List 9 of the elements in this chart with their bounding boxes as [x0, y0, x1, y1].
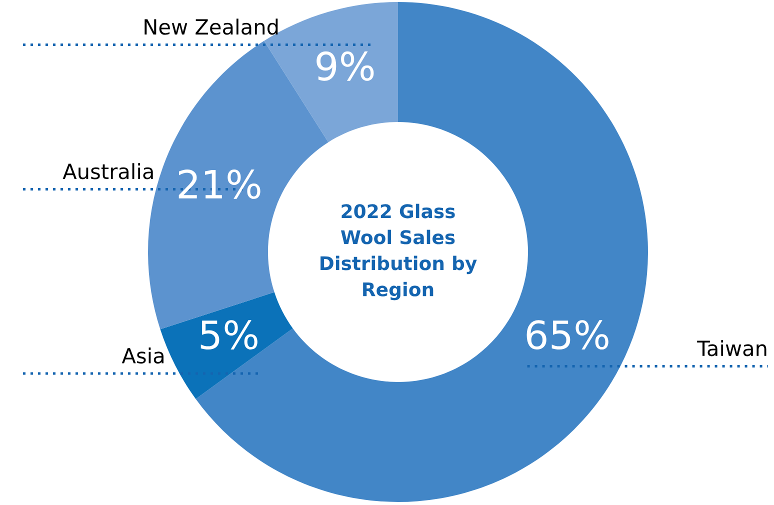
slice-label: Taiwan [697, 340, 766, 356]
text: 2022 Glass Wool Sales Distribution by Region [320, 204, 477, 300]
data-label: 5% [200, 320, 258, 350]
data-label: 21% [178, 170, 260, 199]
slice-label: New Zealand [144, 18, 278, 35]
slice-label: Asia [122, 347, 164, 364]
data-label: 9% [316, 51, 374, 81]
slice-label: Australia [62, 163, 153, 180]
data-label: 65% [526, 320, 608, 350]
